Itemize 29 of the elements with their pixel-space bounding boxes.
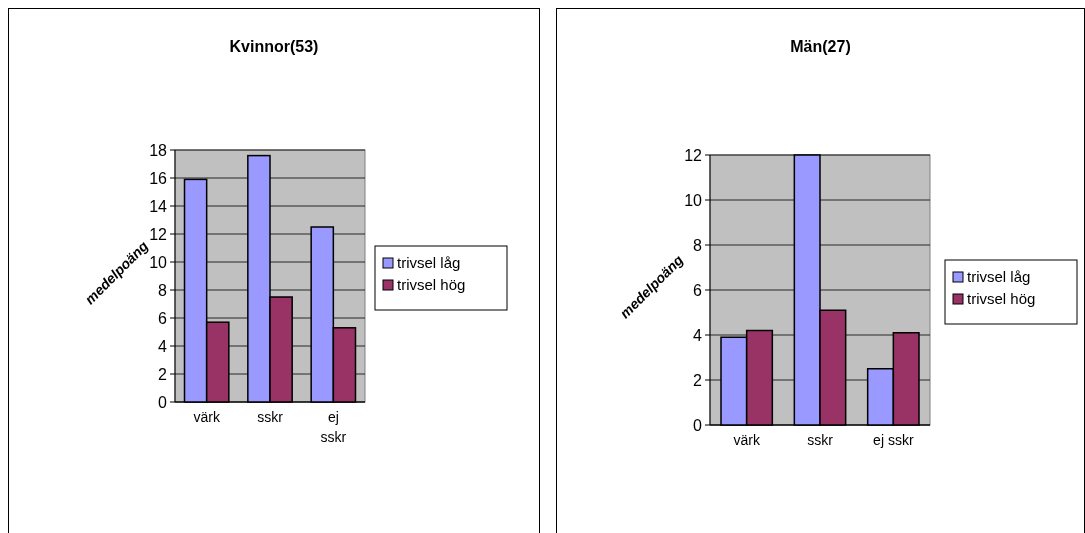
y-tick-label: 2 [693, 371, 703, 389]
legend-label: trivsel hög [397, 276, 466, 294]
y-tick-label: 16 [149, 169, 168, 187]
y-tick-label: 4 [158, 337, 168, 355]
x-tick-label: värk [733, 432, 761, 448]
y-tick-label: 10 [684, 191, 703, 209]
y-tick-label: 10 [149, 253, 168, 271]
y-tick-label: 8 [693, 236, 703, 254]
x-tick-label: sskr [807, 432, 834, 448]
y-tick-label: 6 [158, 309, 168, 327]
legend-label: trivsel låg [967, 268, 1031, 286]
y-tick-label: 18 [149, 141, 168, 159]
x-tick-label: värk [193, 409, 221, 425]
chart-title: Kvinnor(53) [229, 38, 319, 55]
y-tick-label: 14 [149, 197, 168, 215]
y-tick-label: 12 [684, 146, 703, 164]
y-tick-label: 8 [158, 281, 168, 299]
y-tick-label: 0 [693, 416, 703, 434]
y-tick-label: 2 [158, 365, 168, 383]
legend-label: trivsel låg [397, 254, 461, 272]
y-tick-label: 6 [693, 281, 703, 299]
x-tick-label: ej sskr [320, 409, 347, 445]
y-tick-label: 12 [149, 225, 168, 243]
y-tick-label: 4 [693, 326, 703, 344]
legend-label: trivsel hög [967, 290, 1036, 308]
chart-title: Män(27) [790, 38, 851, 55]
x-tick-label: sskr [257, 409, 284, 425]
y-tick-label: 0 [158, 393, 168, 411]
x-tick-label: ej sskr [873, 432, 914, 448]
